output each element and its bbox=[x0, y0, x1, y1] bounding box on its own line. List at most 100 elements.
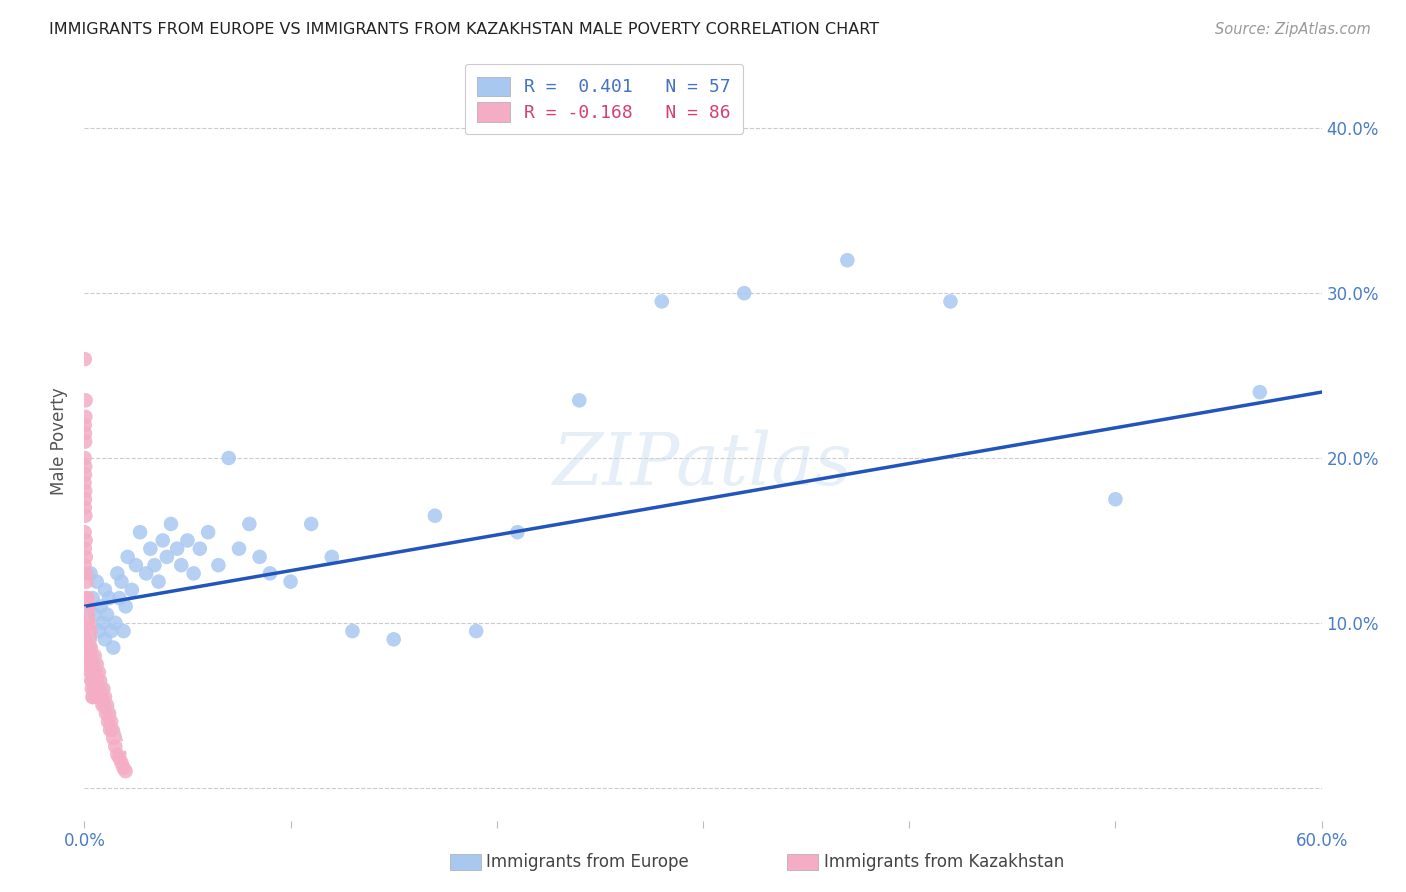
Point bbox=[112, 761, 135, 775]
Point bbox=[77, 640, 100, 655]
Point bbox=[73, 450, 96, 465]
Point bbox=[76, 607, 98, 622]
Point bbox=[228, 541, 250, 556]
Y-axis label: Male Poverty: Male Poverty bbox=[51, 388, 69, 495]
Point bbox=[80, 673, 103, 688]
Point bbox=[249, 549, 271, 564]
Point bbox=[94, 690, 117, 704]
Point bbox=[79, 648, 101, 663]
Point bbox=[82, 690, 104, 704]
Text: Immigrants from Europe: Immigrants from Europe bbox=[486, 853, 689, 871]
Point bbox=[103, 731, 125, 746]
Point bbox=[87, 665, 110, 680]
Point bbox=[101, 723, 124, 737]
Point bbox=[75, 483, 97, 498]
Text: ZIPatlas: ZIPatlas bbox=[553, 429, 853, 500]
Point bbox=[98, 591, 121, 606]
Point bbox=[76, 591, 98, 606]
Text: IMMIGRANTS FROM EUROPE VS IMMIGRANTS FROM KAZAKHSTAN MALE POVERTY CORRELATION CH: IMMIGRANTS FROM EUROPE VS IMMIGRANTS FRO… bbox=[49, 22, 879, 37]
Text: Source: ZipAtlas.com: Source: ZipAtlas.com bbox=[1215, 22, 1371, 37]
Point bbox=[117, 549, 139, 564]
Point bbox=[82, 657, 104, 671]
Point bbox=[84, 673, 107, 688]
Point bbox=[83, 607, 105, 622]
Point bbox=[75, 566, 97, 581]
Point bbox=[75, 533, 97, 548]
Point bbox=[73, 352, 96, 367]
Point bbox=[90, 681, 112, 696]
Point bbox=[91, 698, 114, 713]
Point bbox=[139, 541, 162, 556]
Point bbox=[75, 508, 97, 523]
Point bbox=[94, 582, 117, 597]
Point bbox=[77, 615, 100, 630]
Point bbox=[73, 475, 96, 490]
Point bbox=[91, 615, 114, 630]
Point bbox=[80, 665, 103, 680]
Point bbox=[105, 566, 128, 581]
Point bbox=[423, 508, 446, 523]
Point bbox=[86, 574, 108, 589]
Point bbox=[87, 673, 110, 688]
Point bbox=[75, 549, 97, 564]
Point bbox=[82, 591, 104, 606]
Point bbox=[77, 632, 100, 647]
Point bbox=[80, 648, 103, 663]
Point bbox=[121, 582, 143, 597]
Point bbox=[183, 566, 205, 581]
Point bbox=[75, 574, 97, 589]
Point bbox=[152, 533, 174, 548]
Point bbox=[80, 640, 103, 655]
Point bbox=[75, 591, 97, 606]
Point bbox=[114, 599, 136, 614]
Point bbox=[197, 525, 219, 540]
Point bbox=[87, 624, 110, 639]
Point bbox=[79, 640, 101, 655]
Point bbox=[82, 690, 104, 704]
Point bbox=[108, 591, 131, 606]
Point bbox=[73, 525, 96, 540]
Point bbox=[82, 673, 104, 688]
Point bbox=[79, 632, 101, 647]
Point bbox=[94, 632, 117, 647]
Point bbox=[1249, 385, 1271, 400]
Point bbox=[76, 615, 98, 630]
Point bbox=[79, 566, 101, 581]
Point bbox=[79, 657, 101, 671]
Point bbox=[90, 690, 112, 704]
Point bbox=[1104, 492, 1126, 507]
Point bbox=[75, 393, 97, 408]
Point bbox=[73, 558, 96, 573]
Point bbox=[218, 450, 240, 465]
Point bbox=[148, 574, 170, 589]
Point bbox=[112, 624, 135, 639]
Point bbox=[84, 665, 107, 680]
Point bbox=[86, 681, 108, 696]
Point bbox=[97, 714, 120, 729]
Point bbox=[73, 541, 96, 556]
Point bbox=[160, 516, 183, 531]
Point bbox=[75, 409, 97, 424]
Point bbox=[98, 706, 121, 721]
Point bbox=[73, 492, 96, 507]
Point bbox=[82, 673, 104, 688]
Point bbox=[90, 599, 112, 614]
Point bbox=[80, 657, 103, 671]
Text: Immigrants from Kazakhstan: Immigrants from Kazakhstan bbox=[824, 853, 1064, 871]
Point bbox=[103, 640, 125, 655]
Point bbox=[79, 665, 101, 680]
Point bbox=[79, 624, 101, 639]
Point bbox=[108, 751, 131, 765]
Point bbox=[143, 558, 166, 573]
Point bbox=[86, 657, 108, 671]
Point bbox=[100, 714, 122, 729]
Point bbox=[170, 558, 193, 573]
Point bbox=[321, 549, 343, 564]
Point bbox=[96, 607, 118, 622]
Point bbox=[104, 739, 127, 754]
Point bbox=[100, 624, 122, 639]
Point bbox=[83, 665, 105, 680]
Point bbox=[176, 533, 198, 548]
Point bbox=[89, 673, 111, 688]
Point bbox=[104, 615, 127, 630]
